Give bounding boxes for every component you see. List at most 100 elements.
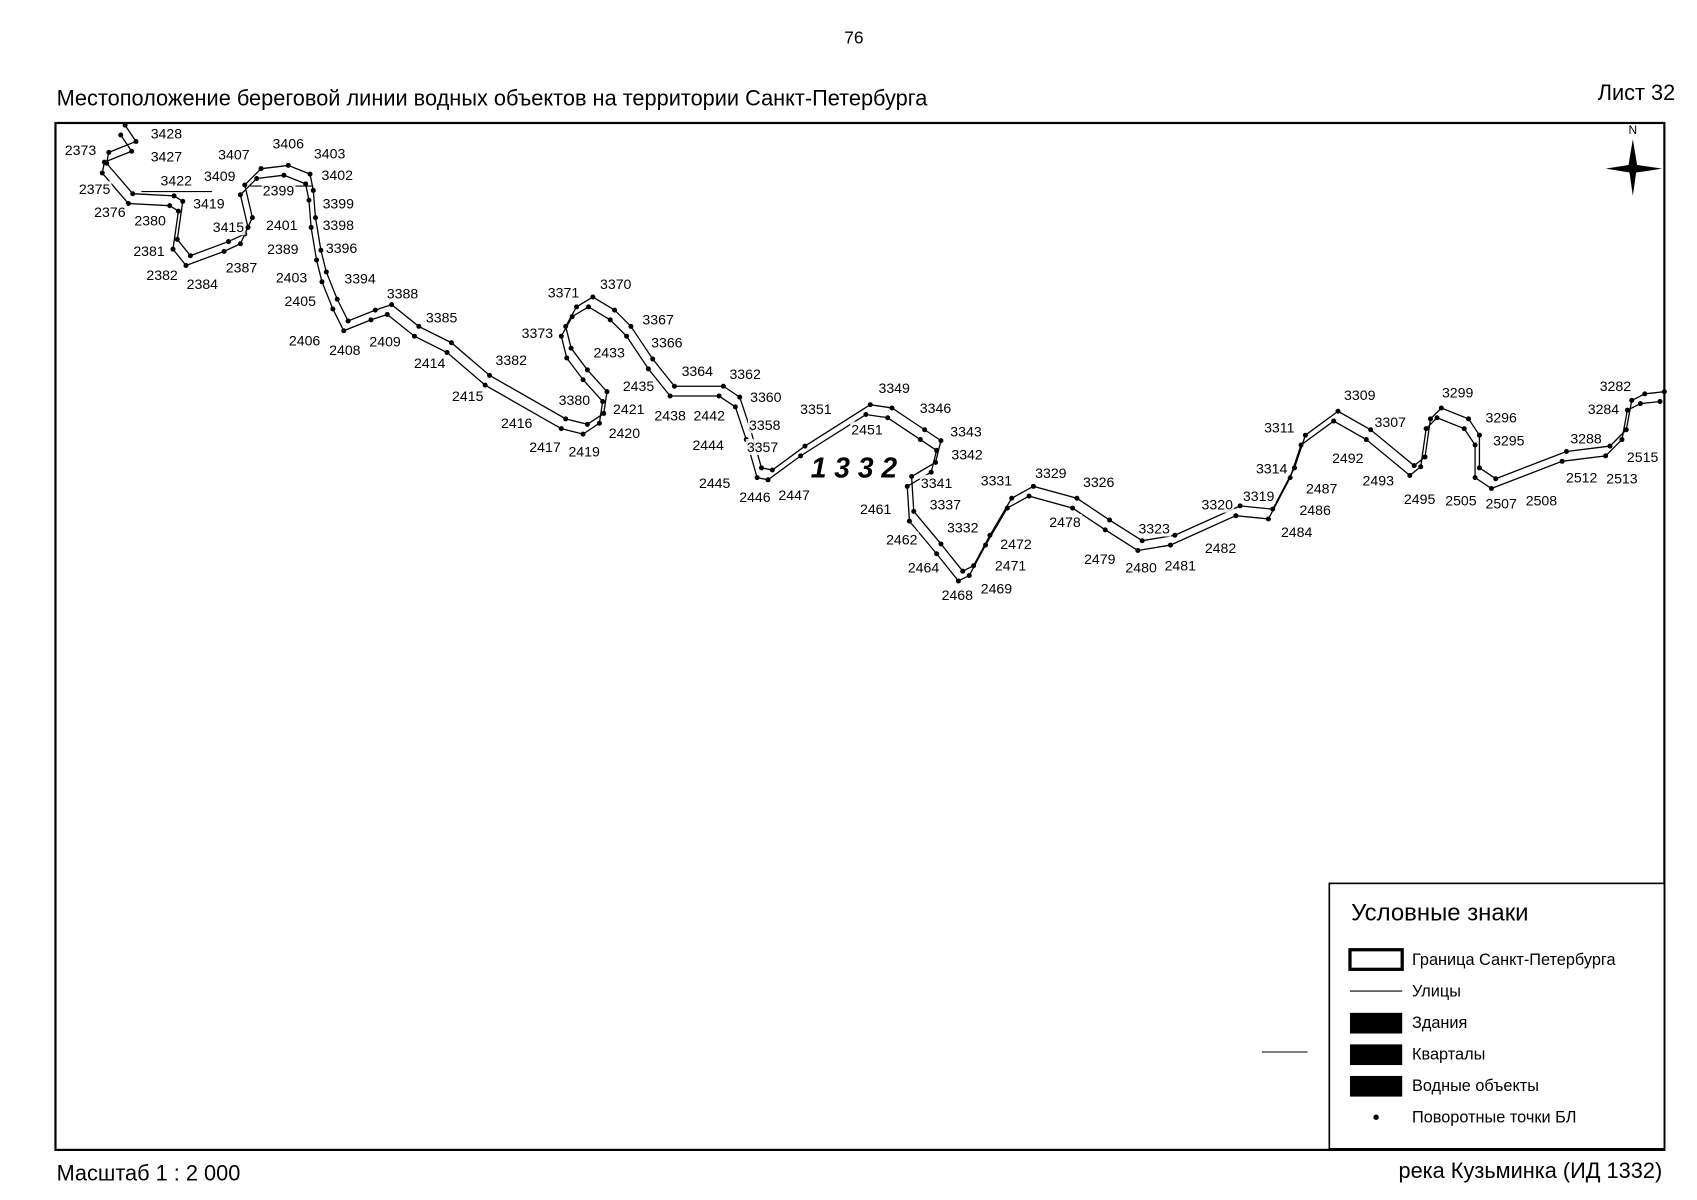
turning-point (758, 465, 764, 471)
turning-point (584, 421, 590, 427)
label-halo (385, 285, 420, 302)
turning-point (1287, 475, 1293, 481)
point-label: 3370 (600, 276, 632, 292)
turning-point (372, 307, 378, 313)
label-halo (906, 559, 941, 576)
label-halo (738, 489, 772, 506)
turning-point (341, 328, 347, 334)
point-label: 3343 (950, 424, 982, 440)
turning-point (909, 474, 915, 480)
label-halo (749, 388, 783, 405)
label-halo (598, 275, 633, 292)
point-label: 3341 (921, 475, 953, 491)
legend-swatch (1373, 1114, 1379, 1120)
point-label: 3407 (218, 146, 250, 162)
turning-point (607, 317, 613, 323)
turning-point (330, 306, 336, 312)
turning-point (314, 257, 320, 263)
turning-point (237, 241, 243, 247)
label-halo (692, 407, 727, 424)
turning-point (101, 159, 107, 165)
legend-swatch (1349, 1075, 1403, 1097)
label-halo (641, 311, 676, 328)
turning-point (384, 311, 390, 317)
map-frame (54, 121, 1666, 1151)
label-halo (211, 219, 246, 236)
turning-point (1265, 516, 1271, 522)
point-label: 3394 (344, 270, 376, 286)
turning-point (966, 573, 972, 579)
turning-point (444, 350, 450, 356)
point-label: 3309 (1344, 387, 1376, 403)
label-halo (546, 284, 581, 301)
turning-point (1074, 495, 1080, 501)
label-halo (567, 443, 602, 460)
turning-point (345, 318, 351, 324)
point-label: 3299 (1442, 385, 1474, 401)
title: Местоположение береговой линии водных об… (57, 86, 929, 111)
point-label: 2486 (1299, 502, 1331, 518)
turning-point (1488, 485, 1494, 492)
turning-point (911, 508, 917, 514)
turning-point (1559, 458, 1565, 464)
point-label: 2481 (1165, 558, 1197, 574)
point-label: 3371 (548, 285, 580, 301)
point-label: 3326 (1083, 474, 1115, 490)
point-label: 2462 (886, 531, 918, 547)
turning-point (671, 383, 677, 389)
point-label: 2421 (613, 401, 645, 417)
legend-swatch (1348, 948, 1404, 971)
label-halo (691, 436, 726, 453)
turning-point (1363, 437, 1369, 443)
turning-point (368, 317, 374, 323)
point-label: 2438 (654, 407, 686, 423)
label-halo (611, 400, 646, 417)
north-label: N (1628, 123, 1637, 137)
label-halo (1605, 470, 1639, 487)
legend-item: Улицы (1412, 982, 1461, 1000)
label-halo (858, 500, 893, 517)
turning-point (628, 323, 634, 329)
label-halo (192, 195, 226, 212)
turning-point (245, 224, 251, 230)
turning-point (308, 224, 314, 230)
point-label: 3382 (496, 352, 528, 368)
label-halo (877, 380, 912, 397)
point-label: 2446 (739, 489, 771, 505)
turning-point (1623, 427, 1629, 433)
turning-point (1004, 505, 1010, 511)
label-halo (1203, 540, 1238, 557)
turning-point (612, 307, 618, 313)
turning-point (281, 172, 287, 178)
turning-point (448, 340, 454, 346)
label-halo (850, 421, 884, 438)
label-halo (1200, 496, 1235, 513)
turning-point (416, 323, 422, 329)
point-label: 3422 (161, 172, 193, 188)
label-halo (979, 580, 1014, 597)
label-halo (520, 324, 555, 341)
turning-point (130, 191, 136, 197)
point-label: 2487 (1306, 480, 1338, 496)
turning-point (1302, 432, 1308, 438)
label-halo (93, 204, 127, 221)
turning-point (922, 427, 928, 433)
point-label: 3332 (947, 519, 979, 535)
label-halo (607, 424, 642, 441)
turning-point (938, 541, 944, 547)
point-label: 2380 (134, 213, 166, 229)
label-halo (1263, 419, 1296, 436)
turning-point (1331, 418, 1337, 424)
point-labels: 3428 2373 3427 3407 3406 3403 3409 3402 3422 2375… (63, 125, 1660, 603)
turning-point (885, 415, 891, 421)
turning-point (1237, 503, 1243, 509)
label-halo (697, 474, 732, 491)
turning-point (1026, 493, 1032, 499)
label-halo (1402, 491, 1437, 508)
turning-point (580, 431, 586, 437)
point-label: 3362 (729, 366, 761, 382)
point-label: 2492 (1332, 450, 1364, 466)
point-label: 3428 (151, 126, 183, 142)
turning-point (1139, 538, 1145, 544)
